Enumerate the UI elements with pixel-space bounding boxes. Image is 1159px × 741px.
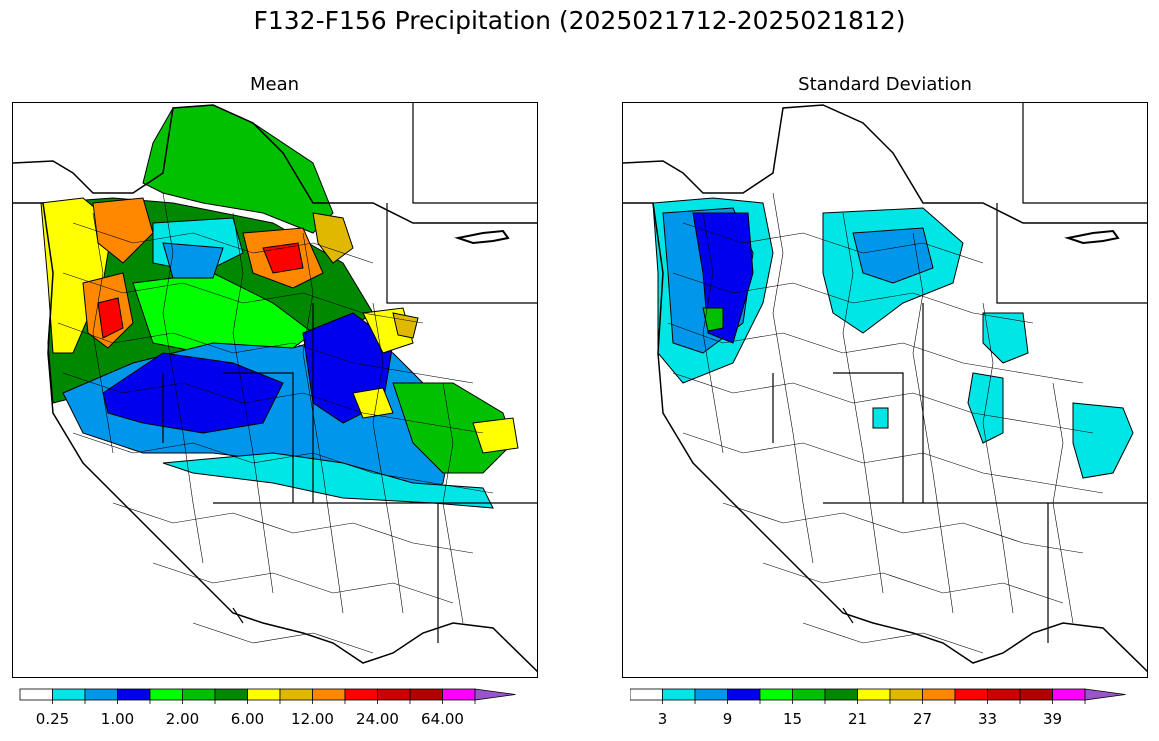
mean-map-svg	[13, 103, 537, 673]
colorbar-tick-label: 6.00	[230, 710, 265, 728]
colorbar-tick-label: 24.00	[356, 710, 399, 728]
std-land-outline	[623, 104, 1147, 673]
colorbar-swatch	[84, 688, 118, 701]
colorbar-swatch	[889, 688, 923, 701]
std-region-cyan-small	[872, 407, 889, 429]
colorbar-swatch	[954, 688, 988, 701]
colorbar-swatch	[694, 688, 728, 701]
colorbar-swatch	[117, 688, 151, 701]
colorbar-swatch	[922, 688, 956, 701]
region-cyan-south	[162, 452, 494, 509]
colorbar-tick-label: 9	[722, 710, 733, 728]
state-lines	[162, 103, 537, 643]
colorbar-swatch	[409, 688, 443, 701]
colorbar-swatch	[52, 688, 86, 701]
colorbar-swatch	[19, 688, 53, 701]
colorbar-tick-label: 3	[657, 710, 668, 728]
mean-colorbar-swatches	[19, 688, 516, 704]
colorbar-swatch	[759, 688, 793, 701]
std-map	[622, 102, 1148, 678]
std-region-cyan-southeast	[1072, 402, 1134, 479]
colorbar-tick-label: 12.00	[291, 710, 334, 728]
colorbar-tick-label: 15	[782, 710, 803, 728]
colorbar-swatch	[214, 688, 248, 701]
std-map-svg	[623, 103, 1147, 673]
great-lakes	[454, 229, 510, 245]
colorbar-swatch	[1052, 688, 1086, 701]
colorbar-swatch	[792, 688, 826, 701]
colorbar-swatch	[727, 688, 761, 701]
region-red-coast	[97, 297, 124, 339]
std-colorbar	[630, 688, 1126, 704]
basin-lines	[57, 192, 494, 654]
colorbar-swatch	[279, 688, 313, 701]
colorbar-swatch	[149, 688, 183, 701]
colorbar-swatch	[857, 688, 891, 701]
land-outline	[13, 104, 537, 673]
std-region-green-coast	[702, 307, 724, 332]
colorbar-swatch	[312, 688, 346, 701]
std-region-cyan-east	[982, 312, 1029, 364]
region-yellow-central	[352, 387, 394, 419]
std-state-lines	[772, 103, 1147, 643]
colorbar-swatch	[662, 688, 696, 701]
colorbar-swatch	[377, 688, 411, 701]
colorbar-swatch	[987, 688, 1021, 701]
colorbar-swatch	[344, 688, 378, 701]
colorbar-swatch	[474, 688, 516, 701]
colorbar-swatch	[630, 688, 663, 701]
region-red-interior	[262, 242, 304, 274]
colorbar-swatch	[182, 688, 216, 701]
mean-colorbar	[19, 688, 516, 704]
colorbar-swatch	[247, 688, 281, 701]
colorbar-tick-label: 64.00	[421, 710, 464, 728]
region-azure-north	[162, 242, 224, 279]
colorbar-tick-label: 2.00	[165, 710, 200, 728]
mean-map	[12, 102, 538, 678]
std-colorbar-swatches	[630, 688, 1126, 704]
panel-title-std: Standard Deviation	[798, 74, 972, 95]
colorbar-swatch	[824, 688, 858, 701]
std-basin-lines	[667, 192, 1104, 654]
std-great-lakes	[1064, 229, 1120, 245]
region-yellow-east	[472, 417, 519, 454]
figure-title: F132-F156 Precipitation (2025021712-2025…	[253, 6, 906, 35]
colorbar-tick-label: 39	[1042, 710, 1063, 728]
std-region-azure-interior	[852, 227, 934, 284]
colorbar-swatch	[442, 688, 476, 701]
region-gold-east	[312, 212, 354, 264]
colorbar-tick-label: 27	[912, 710, 933, 728]
colorbar-tick-label: 21	[847, 710, 868, 728]
colorbar-tick-label: 1.00	[100, 710, 135, 728]
colorbar-swatch	[1084, 688, 1126, 701]
colorbar-tick-label: 33	[977, 710, 998, 728]
panel-title-mean: Mean	[249, 74, 300, 95]
colorbar-tick-label: 0.25	[35, 710, 70, 728]
colorbar-swatch	[1019, 688, 1053, 701]
